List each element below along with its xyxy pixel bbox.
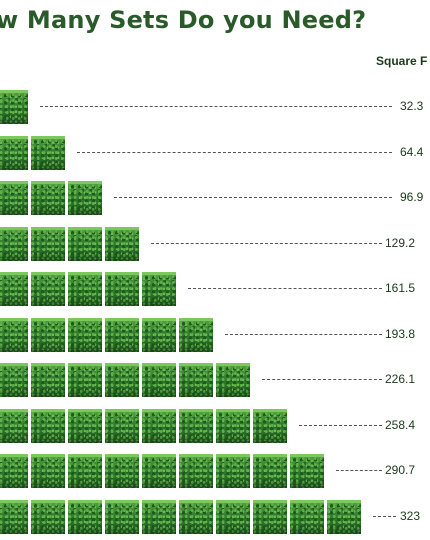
leader-line [114,197,392,198]
set-row: 32.3 [0,90,430,130]
grass-panel-icon [216,454,250,488]
grass-panel-icon [216,408,250,443]
square-feet-value: 129.2 [385,235,416,250]
grass-panel-icon [142,272,176,306]
leader-line [188,288,382,289]
grass-panel-icon [105,226,139,261]
leader-line [373,515,396,517]
grass-panel-icon [68,363,102,397]
grass-panel-icon [68,499,102,534]
grass-panel-icon [179,408,213,443]
grass-panel-icon [0,226,28,261]
grass-panel-icon [31,317,65,352]
grass-panel-icon [105,408,139,443]
grass-panel-icon [31,226,65,261]
grass-panel-icon [31,272,65,306]
square-feet-value: 32.3 [400,99,424,113]
square-feet-value: 96.9 [400,190,424,204]
grass-panel-icon [216,363,250,397]
grass-panel-icon [142,499,176,534]
grass-panel-icon [253,499,287,534]
grass-panel-icon [0,317,28,352]
grass-panel-icon [253,408,287,443]
grass-panel-icon [31,454,65,488]
grass-panel-icon [0,454,28,488]
leader-line [225,333,382,335]
set-row: 161.5 [0,272,430,312]
grass-panel-icon [68,317,102,352]
square-feet-value: 258.4 [385,417,416,432]
grass-panel-icon [0,181,28,215]
grass-panel-icon [142,363,176,397]
leader-line [40,106,392,107]
grass-panel-icon [31,363,65,397]
set-row: 258.4 [0,408,430,449]
grass-panel-icon [0,408,28,443]
grass-panel-icon [179,454,213,488]
square-feet-value: 161.5 [385,281,416,295]
leader-line [299,424,382,426]
square-feet-value: 193.8 [385,326,416,341]
grass-panel-icon [105,454,139,488]
grass-panel-icon [105,272,139,306]
grass-panel-icon [142,454,176,488]
square-feet-value: 290.7 [385,463,416,477]
leader-line [336,470,382,471]
grass-panel-icon [290,454,324,488]
grass-panel-icon [0,135,28,170]
grass-panel-icon [179,499,213,534]
square-feet-value: 323 [400,508,421,523]
grass-panel-icon [253,454,287,488]
grass-panel-icon [0,272,28,306]
grass-panel-icon [0,363,28,397]
grass-panel-icon [142,317,176,352]
set-row: 64.4 [0,135,430,176]
grass-panel-icon [105,363,139,397]
grass-panel-icon [31,499,65,534]
grass-panel-icon [68,272,102,306]
set-row: 226.1 [0,363,430,403]
set-row: 290.7 [0,454,430,494]
set-row: 323 [0,499,430,540]
grass-panel-icon [31,408,65,443]
square-feet-value: 226.1 [385,372,416,386]
grass-panel-icon [327,499,361,534]
grass-panel-icon [142,408,176,443]
grass-panel-icon [216,499,250,534]
grass-panel-icon [179,363,213,397]
grass-panel-icon [105,317,139,352]
grass-panel-icon [31,135,65,170]
set-row: 193.8 [0,317,430,358]
leader-line [77,151,392,153]
set-row: 96.9 [0,181,430,221]
grass-panel-icon [68,181,102,215]
grass-panel-icon [68,408,102,443]
grass-panel-icon [179,317,213,352]
square-feet-value: 64.4 [400,144,424,159]
set-row: 129.2 [0,226,430,267]
grass-panel-icon [0,499,28,534]
grass-panel-icon [290,499,324,534]
grass-panel-icon [68,454,102,488]
grass-panel-icon [105,499,139,534]
grass-panel-icon [68,226,102,261]
grass-panel-icon [0,90,28,124]
leader-line [262,379,382,380]
page-title: w Many Sets Do you Need? [0,6,367,34]
grass-panel-icon [31,181,65,215]
square-feet-header: Square F [376,54,428,68]
leader-line [151,242,382,244]
